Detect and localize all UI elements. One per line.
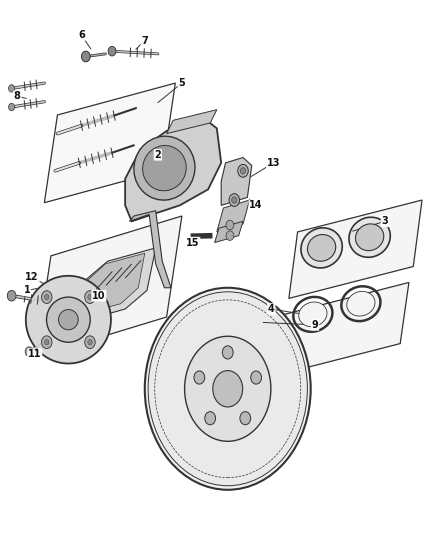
Text: 11: 11 [28, 349, 42, 359]
Circle shape [85, 336, 95, 349]
Circle shape [184, 336, 271, 441]
Polygon shape [81, 253, 145, 314]
Circle shape [213, 370, 243, 407]
Circle shape [194, 371, 205, 384]
Polygon shape [276, 282, 409, 375]
Text: 14: 14 [249, 200, 263, 211]
Ellipse shape [143, 146, 186, 191]
Circle shape [88, 340, 92, 345]
Circle shape [205, 411, 215, 425]
Circle shape [223, 346, 233, 359]
Circle shape [226, 220, 234, 230]
Text: 3: 3 [381, 216, 389, 227]
Circle shape [240, 411, 251, 425]
Text: 2: 2 [155, 150, 161, 160]
Text: 5: 5 [179, 78, 185, 88]
Ellipse shape [301, 228, 342, 268]
Circle shape [45, 294, 49, 300]
Circle shape [88, 294, 92, 300]
Polygon shape [130, 211, 171, 288]
Circle shape [7, 290, 16, 301]
Ellipse shape [307, 235, 336, 261]
Ellipse shape [349, 217, 390, 257]
Circle shape [240, 167, 246, 174]
Polygon shape [44, 83, 175, 203]
Polygon shape [217, 200, 250, 232]
Ellipse shape [46, 297, 90, 342]
Text: 15: 15 [186, 238, 200, 247]
Text: 9: 9 [312, 320, 318, 330]
Ellipse shape [347, 292, 375, 316]
Circle shape [85, 290, 95, 303]
Polygon shape [166, 110, 217, 134]
Circle shape [45, 340, 49, 345]
Circle shape [148, 292, 307, 486]
Circle shape [145, 288, 311, 490]
Ellipse shape [26, 276, 111, 364]
Circle shape [9, 85, 14, 92]
Polygon shape [125, 115, 221, 221]
Text: 8: 8 [14, 91, 21, 101]
Text: 13: 13 [267, 158, 280, 168]
Circle shape [81, 51, 90, 62]
Text: 6: 6 [78, 30, 85, 41]
Circle shape [238, 165, 248, 177]
Polygon shape [215, 221, 243, 243]
Polygon shape [35, 216, 182, 357]
Circle shape [108, 46, 116, 56]
Polygon shape [289, 200, 422, 298]
Circle shape [229, 193, 240, 206]
Ellipse shape [134, 136, 195, 200]
Text: 7: 7 [141, 36, 148, 45]
Circle shape [25, 347, 33, 357]
Ellipse shape [356, 224, 384, 251]
Circle shape [42, 290, 52, 303]
Text: 12: 12 [25, 272, 39, 282]
Polygon shape [77, 248, 155, 322]
Circle shape [232, 197, 237, 203]
Text: 10: 10 [92, 290, 106, 301]
Circle shape [9, 103, 14, 111]
Circle shape [251, 371, 261, 384]
Circle shape [42, 336, 52, 349]
Polygon shape [221, 158, 252, 205]
Circle shape [226, 231, 234, 240]
Text: 1: 1 [24, 286, 30, 295]
Text: 4: 4 [268, 304, 275, 314]
Ellipse shape [59, 310, 78, 330]
Ellipse shape [299, 302, 327, 327]
